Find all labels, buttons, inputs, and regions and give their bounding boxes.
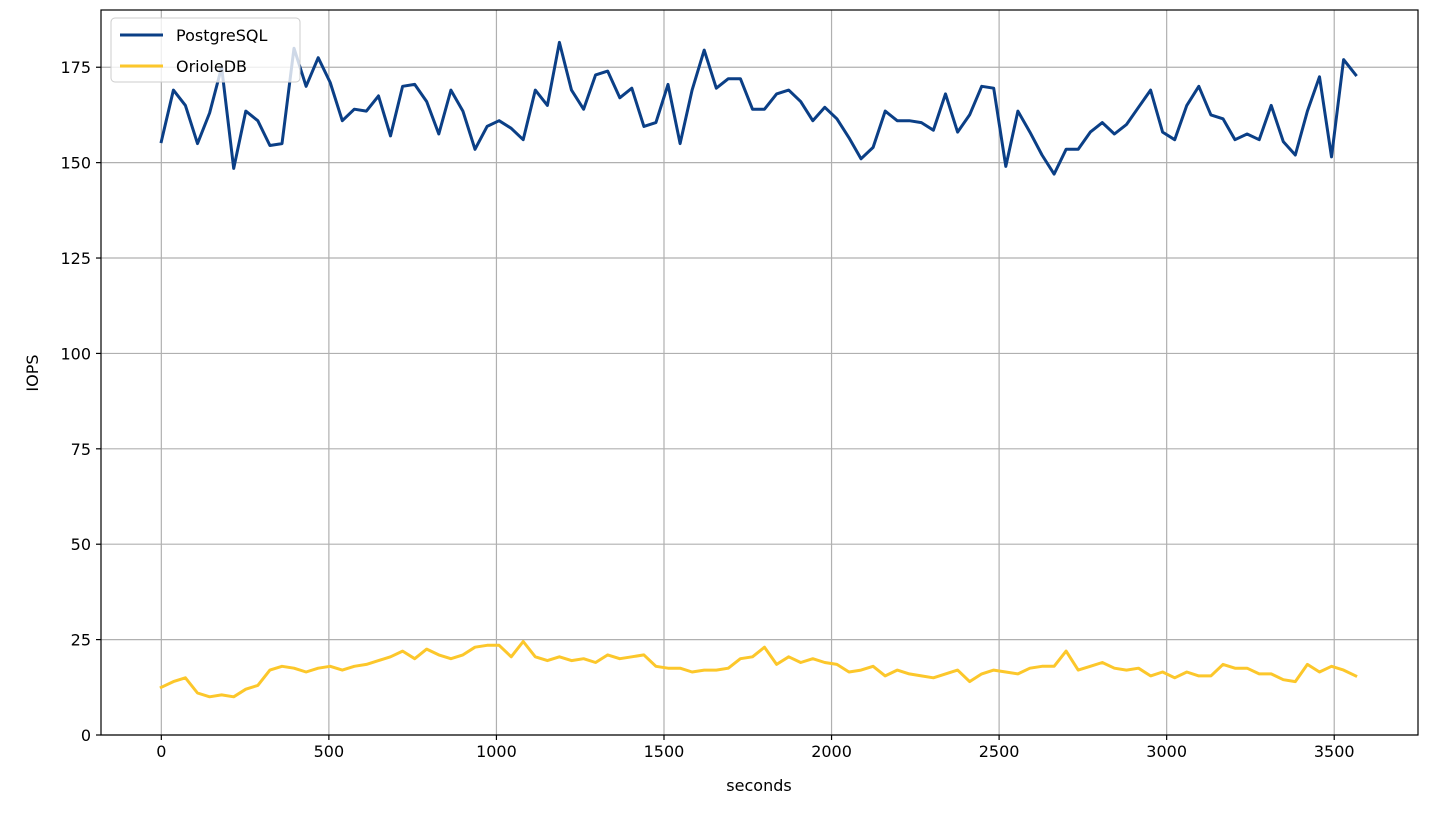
x-tick-label: 3500 [1314,742,1355,761]
legend: PostgreSQL OrioleDB [110,17,301,83]
x-tick-label: 500 [314,742,345,761]
series-line-postgresql [159,40,1358,176]
x-tick-label: 0 [156,742,166,761]
x-tick-label: 3000 [1146,742,1187,761]
y-tick-label: 75 [71,440,91,459]
y-tick-label: 0 [81,726,91,745]
y-axis-label: IOPS [23,354,42,391]
x-tick-label: 1000 [476,742,517,761]
legend-label-postgresql: PostgreSQL [176,26,267,45]
y-tick-label: 125 [60,249,91,268]
y-tick-label: 175 [60,58,91,77]
y-tick-label: 150 [60,154,91,173]
series-lines [159,40,1358,699]
x-tick-label: 2000 [811,742,852,761]
plot-frame [100,9,1419,736]
y-tick-label: 50 [71,535,91,554]
y-tick-label: 25 [71,631,91,650]
x-tick-label: 1500 [644,742,685,761]
x-axis-label: seconds [726,776,791,795]
y-tick-label: 100 [60,344,91,363]
series-line-orioledb [159,640,1358,699]
axis-ticks: 0 500 1000 1500 2000 2500 3000 3500 0 25 50 75 100 12… [60,58,1354,761]
legend-label-orioledb: OrioleDB [176,57,247,76]
x-tick-label: 2500 [979,742,1020,761]
